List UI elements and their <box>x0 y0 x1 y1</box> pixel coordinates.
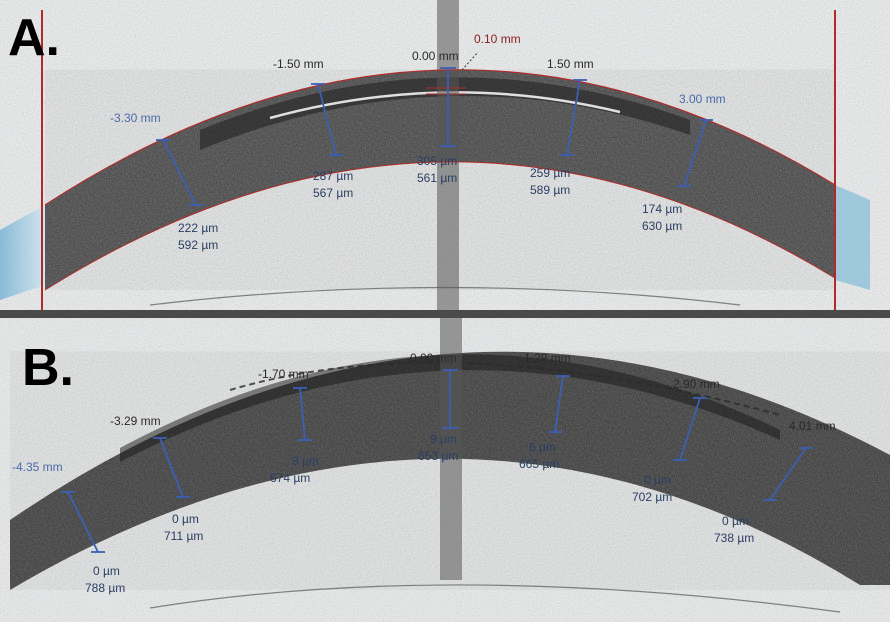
caliper-a-1 <box>156 139 203 206</box>
total-label-b-6: 702 µm <box>632 490 672 504</box>
total-label-b-1: 788 µm <box>85 581 125 595</box>
thin-label-b-3: 9 µm <box>292 454 319 468</box>
position-label-a-1: -3.30 mm <box>110 111 161 125</box>
caliper-b-6 <box>673 397 707 461</box>
position-label-b-3: -1.70 mm <box>258 367 309 381</box>
lens-arc-b <box>149 584 841 613</box>
left-sclera-shadow <box>0 205 45 300</box>
epithelium-band-b <box>120 354 780 462</box>
offset-leader <box>461 51 479 71</box>
panel-a: A. -3.30 mm -1.50 mm 0.00 mm 1.50 mm 3.0… <box>0 0 890 310</box>
caliper-a-3 <box>440 67 456 147</box>
lens-arc-a <box>149 286 741 306</box>
central-artifact-b <box>440 318 462 580</box>
central-artifact-a <box>437 0 459 310</box>
thin-label-b-5: 6 µm <box>529 440 556 454</box>
total-label-b-3: 674 µm <box>270 471 310 485</box>
caliper-a-4 <box>560 79 587 156</box>
total-label-a-1: 592 µm <box>178 238 218 252</box>
thin-label-a-3: 305 µm <box>417 154 457 168</box>
total-label-b-7: 738 µm <box>714 531 754 545</box>
caliper-b-7 <box>763 447 813 501</box>
caliper-a-2 <box>311 83 343 156</box>
total-label-b-2: 711 µm <box>164 529 203 543</box>
panel-a-letter: A. <box>8 9 60 67</box>
epithelium-band-a <box>200 77 690 150</box>
offset-label: 0.10 mm <box>474 32 521 46</box>
caliper-b-3 <box>293 387 312 441</box>
thin-label-b-6: 0 µm <box>644 473 671 487</box>
caliper-b-5 <box>548 375 570 433</box>
thin-label-a-5: 174 µm <box>642 202 682 216</box>
caliper-b-1 <box>61 491 105 553</box>
right-sclera-shadow <box>835 185 870 290</box>
thin-label-b-2: 0 µm <box>172 512 199 526</box>
caliper-b-2 <box>153 437 190 498</box>
panel-b: B. -4.35 mm -3.29 mm -1.70 mm 0.00 mm 1.… <box>0 318 890 622</box>
position-label-b-7: 4.01 mm <box>789 419 836 433</box>
panel-divider <box>0 310 890 318</box>
contact-lens-arc <box>229 361 781 416</box>
position-label-a-4: 1.50 mm <box>547 57 594 71</box>
position-label-a-3: 0.00 mm <box>412 49 459 63</box>
thin-label-b-7: 0 µm <box>722 514 749 528</box>
position-label-a-5: 3.00 mm <box>679 92 726 106</box>
thin-label-a-1: 222 µm <box>178 221 218 235</box>
total-label-b-4: 653 µm <box>418 449 458 463</box>
position-label-b-4: 0.00 mm <box>410 351 457 365</box>
total-label-a-3: 561 µm <box>417 171 457 185</box>
total-label-a-2: 567 µm <box>313 186 353 200</box>
position-label-a-2: -1.50 mm <box>273 57 324 71</box>
thin-label-b-4: 9 µm <box>430 432 457 446</box>
thin-label-a-4: 259 µm <box>530 166 570 180</box>
caliper-a-5 <box>677 119 713 187</box>
thin-label-a-2: 287 µm <box>313 169 353 183</box>
position-label-b-6: 2.90 mm <box>673 377 720 391</box>
panel-b-letter: B. <box>22 339 74 397</box>
posterior-boundary-a <box>44 161 836 291</box>
thin-label-b-1: 0 µm <box>93 564 120 578</box>
calipers-b <box>61 369 813 553</box>
position-label-b-2: -3.29 mm <box>110 414 161 428</box>
caliper-b-4 <box>442 369 458 429</box>
total-label-b-5: 665 µm <box>519 457 559 471</box>
total-label-a-4: 589 µm <box>530 183 570 197</box>
calipers-a <box>156 67 713 206</box>
position-label-b-1: -4.35 mm <box>12 460 63 474</box>
position-label-b-5: 1.29 mm <box>524 351 571 365</box>
total-label-a-5: 630 µm <box>642 219 682 233</box>
